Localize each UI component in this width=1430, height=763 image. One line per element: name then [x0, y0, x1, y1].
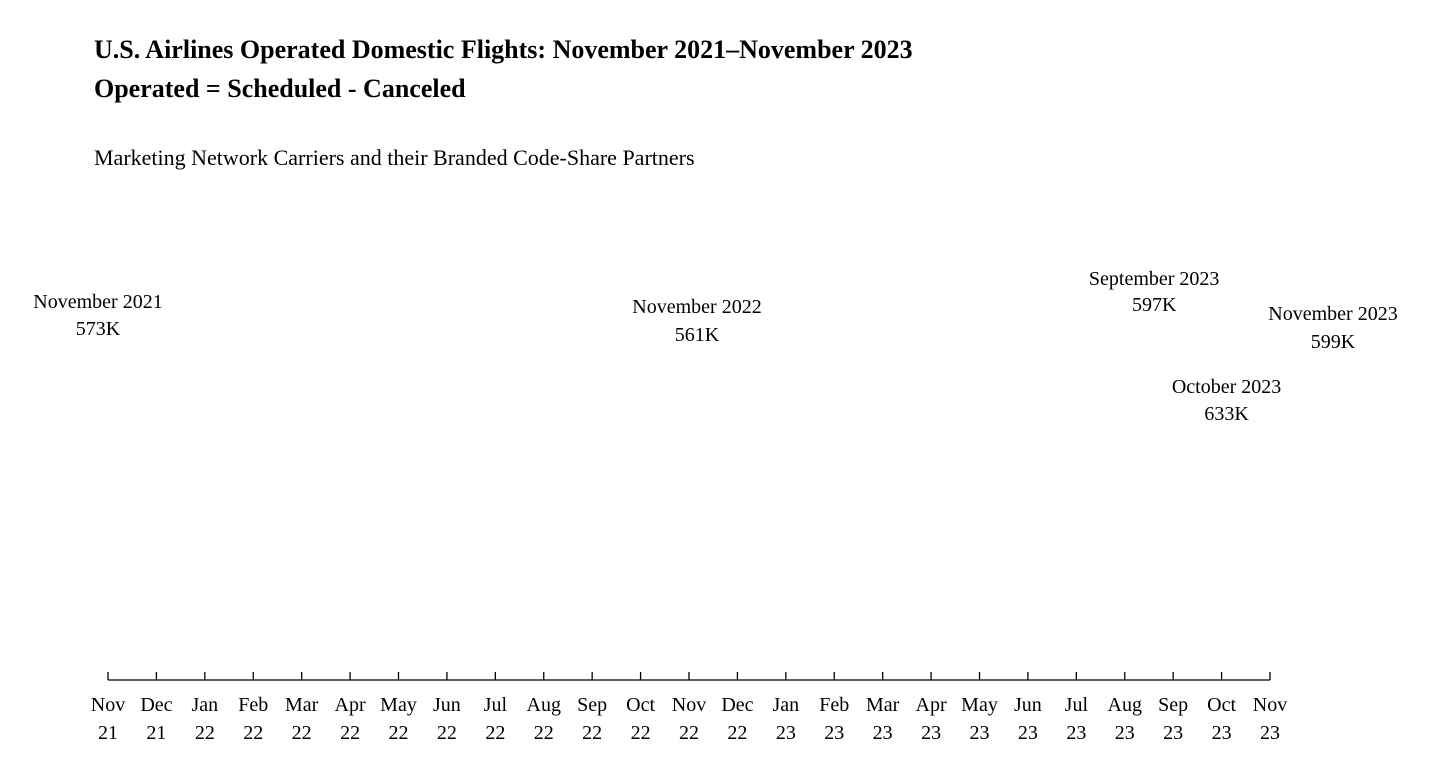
x-tick-label-year: 22 — [582, 722, 602, 744]
x-tick-label-month: May — [961, 694, 998, 716]
x-tick-label-month: Aug — [527, 694, 561, 716]
x-tick-label-year: 23 — [1018, 722, 1038, 744]
x-tick-label-month: Jun — [1014, 694, 1042, 716]
x-tick-label-year: 22 — [679, 722, 699, 744]
x-tick-label-month: Oct — [1207, 694, 1236, 716]
x-tick-label-year: 23 — [970, 722, 990, 744]
x-tick-label-year: 23 — [1163, 722, 1183, 744]
annotation-value: 597K — [1132, 294, 1177, 316]
x-tick-label-year: 23 — [1115, 722, 1135, 744]
x-tick-label-year: 23 — [921, 722, 941, 744]
x-tick-label-month: Jul — [484, 694, 508, 716]
x-tick-label-month: Apr — [916, 694, 947, 716]
x-tick-label-month: Nov — [1253, 694, 1287, 716]
chart-title-line2: Operated = Scheduled - Canceled — [94, 74, 466, 103]
x-tick-label-year: 22 — [437, 722, 457, 744]
x-tick-label-month: Feb — [819, 694, 849, 716]
annotations: November 2021 573K November 2022 561K Septem… — [33, 268, 1397, 425]
x-tick-label-month: Apr — [335, 694, 366, 716]
annotation-value: 633K — [1204, 403, 1249, 425]
x-tick-label-month: Nov — [91, 694, 125, 716]
x-tick-label-month: Jul — [1065, 694, 1089, 716]
x-tick-label-month: Sep — [1158, 694, 1188, 716]
annotation-label: November 2023 — [1268, 303, 1397, 325]
x-tick-label-month: Oct — [626, 694, 655, 716]
x-tick-label-year: 22 — [631, 722, 651, 744]
x-tick-label-year: 21 — [146, 722, 166, 744]
x-tick-label-month: Dec — [140, 694, 172, 716]
x-tick-label-year: 22 — [485, 722, 505, 744]
x-axis: Nov 21 Dec 21 Jan 22 Feb 22 Mar 22 Apr 22 May 22 Jun 22… — [91, 672, 1287, 744]
annotation-label: September 2023 — [1089, 268, 1220, 290]
x-tick-label-month: Jan — [191, 694, 218, 716]
annotation-label: November 2022 — [632, 296, 761, 318]
x-tick-label-year: 22 — [195, 722, 215, 744]
annotation-value: 599K — [1311, 331, 1356, 353]
x-tick-label-year: 22 — [243, 722, 263, 744]
x-tick-label-month: Mar — [285, 694, 319, 716]
x-tick-label-month: Sep — [577, 694, 607, 716]
x-tick-label-year: 23 — [776, 722, 796, 744]
chart-title: U.S. Airlines Operated Domestic Flights:… — [94, 35, 913, 64]
x-tick-label-year: 23 — [1260, 722, 1280, 744]
x-tick-label-year: 22 — [292, 722, 312, 744]
x-tick-label-year: 23 — [873, 722, 893, 744]
x-tick-label-year: 22 — [727, 722, 747, 744]
x-tick-label-month: Dec — [721, 694, 753, 716]
x-tick-label-month: May — [380, 694, 417, 716]
x-tick-label-year: 22 — [340, 722, 360, 744]
chart-subtitle: Marketing Network Carriers and their Bra… — [94, 145, 695, 170]
x-tick-label-year: 22 — [389, 722, 409, 744]
x-tick-label-month: Aug — [1108, 694, 1142, 716]
x-tick-label-month: Jun — [433, 694, 461, 716]
x-tick-label-year: 21 — [98, 722, 118, 744]
x-tick-label-month: Jan — [772, 694, 799, 716]
x-tick-label-month: Feb — [238, 694, 268, 716]
x-tick-label-month: Mar — [866, 694, 900, 716]
x-tick-label-month: Nov — [672, 694, 706, 716]
annotation-value: 561K — [675, 324, 720, 346]
annotation-value: 573K — [76, 318, 121, 340]
x-tick-label-year: 23 — [824, 722, 844, 744]
annotation-label: October 2023 — [1172, 376, 1281, 398]
x-tick-label-year: 22 — [534, 722, 554, 744]
annotation-label: November 2021 — [33, 291, 162, 313]
x-tick-label-year: 23 — [1212, 722, 1232, 744]
x-tick-label-year: 23 — [1066, 722, 1086, 744]
